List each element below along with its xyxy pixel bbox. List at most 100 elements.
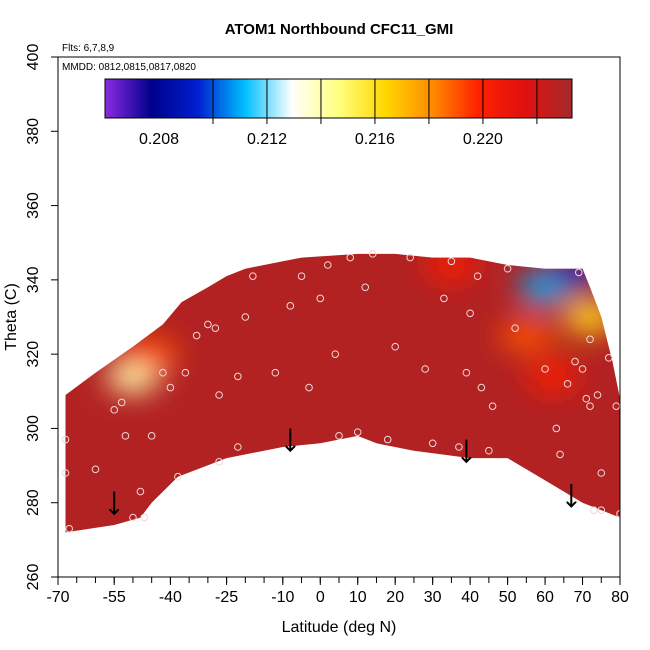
x-axis: -70 -55 -40 -25 -10 0 10 20 30 40 50 60 70 80 <box>46 577 629 606</box>
x-tick-label: -40 <box>159 589 182 606</box>
y-tick-label: 300 <box>25 415 42 442</box>
observation-point <box>211 324 220 332</box>
observation-point <box>136 487 145 496</box>
y-tick-label: 380 <box>25 118 42 145</box>
flights-annotation: Flts: 6,7,8,9 <box>62 43 115 54</box>
colorbar-tick-label: 0.208 <box>139 131 179 148</box>
x-axis-label: Latitude (deg N) <box>282 619 397 636</box>
observation-point <box>485 446 493 455</box>
observation-point <box>61 469 70 477</box>
observation-point <box>166 383 175 392</box>
observation-point <box>335 432 343 440</box>
colorbar: 0.208 0.212 0.216 0.220 <box>104 78 573 148</box>
observation-point <box>204 320 212 329</box>
observation-point <box>241 313 250 321</box>
x-tick-label: -70 <box>46 589 69 606</box>
observation-point <box>181 368 190 377</box>
observation-point <box>440 294 448 303</box>
y-tick-label: 260 <box>25 564 42 591</box>
observation-point <box>234 443 242 451</box>
x-tick-label: 40 <box>461 589 479 606</box>
colorbar-tick-label: 0.212 <box>247 131 287 148</box>
observation-point <box>586 402 594 410</box>
observation-point <box>271 368 280 377</box>
x-tick-label: 50 <box>499 589 517 606</box>
heatmap-feature-5 <box>564 301 617 333</box>
dates-annotation: MMDD: 0812,0815,0817,0820 <box>62 62 196 73</box>
observation-point <box>597 469 606 477</box>
observation-point <box>421 365 429 373</box>
y-axis-label: Theta (C) <box>3 283 20 351</box>
observation-point <box>192 331 201 340</box>
observation-point <box>174 472 182 481</box>
observation-point <box>428 439 437 448</box>
observation-point <box>593 391 602 399</box>
observation-point <box>129 513 137 522</box>
observation-point <box>121 432 130 440</box>
observation-point <box>331 350 340 358</box>
plot-area <box>61 250 620 533</box>
observation-point <box>305 383 313 392</box>
observation-point <box>571 357 579 366</box>
observation-point <box>323 261 332 269</box>
observation-point <box>574 268 583 277</box>
colorbar-tick-label: 0.220 <box>463 131 503 148</box>
heatmap-feature-6 <box>500 319 553 352</box>
observation-point <box>597 506 606 514</box>
x-tick-label: -25 <box>215 589 238 606</box>
observation-point <box>563 380 572 388</box>
observation-point <box>215 391 223 399</box>
observation-point <box>159 368 167 377</box>
y-tick-label: 360 <box>25 192 42 219</box>
x-tick-label: 0 <box>316 589 325 606</box>
tropopause-arrows <box>114 428 571 513</box>
observation-points <box>61 250 620 533</box>
observation-point <box>110 406 118 414</box>
observation-point <box>61 435 70 444</box>
x-tick-label: 20 <box>386 589 404 606</box>
heatmap-feature-7 <box>526 360 579 393</box>
observation-point <box>616 510 620 518</box>
observation-point <box>586 335 594 344</box>
observation-point <box>215 458 223 466</box>
observation-point <box>65 524 74 533</box>
x-tick-label: 60 <box>536 589 554 606</box>
observation-point <box>462 368 471 377</box>
observation-point <box>578 365 587 373</box>
observation-point <box>541 365 549 373</box>
observation-point <box>488 402 497 410</box>
observation-point <box>316 294 325 303</box>
observation-point <box>117 398 126 407</box>
observation-point <box>477 383 486 392</box>
y-tick-label: 320 <box>25 341 42 368</box>
observation-point <box>361 283 370 292</box>
heatmap-feature-1 <box>125 338 178 371</box>
x-tick-label: -10 <box>271 589 294 606</box>
observation-point <box>383 435 392 444</box>
observation-point <box>473 272 482 280</box>
colorbar-tick-label: 0.216 <box>355 131 395 148</box>
observation-point <box>391 342 400 351</box>
x-tick-label: -55 <box>103 589 126 606</box>
observation-point <box>552 424 561 433</box>
y-tick-label: 400 <box>25 44 42 71</box>
observation-point <box>604 354 613 362</box>
observation-point <box>346 253 355 262</box>
colorbar-gradient <box>104 78 573 119</box>
y-tick-label: 340 <box>25 266 42 293</box>
observation-point <box>447 257 456 266</box>
observation-point <box>286 302 295 310</box>
heatmap-region <box>65 253 620 533</box>
chart-title: ATOM1 Northbound CFC11_GMI <box>225 21 454 38</box>
observation-point <box>368 250 377 258</box>
x-tick-label: 80 <box>611 589 629 606</box>
observation-point <box>589 506 598 514</box>
y-axis: 260 280 300 320 340 360 380 400 <box>25 44 58 591</box>
observation-point <box>556 450 564 459</box>
observation-point <box>455 443 463 451</box>
x-tick-label: 70 <box>574 589 592 606</box>
observation-point <box>582 394 591 403</box>
observation-point <box>503 264 512 273</box>
y-tick-label: 280 <box>25 489 42 516</box>
